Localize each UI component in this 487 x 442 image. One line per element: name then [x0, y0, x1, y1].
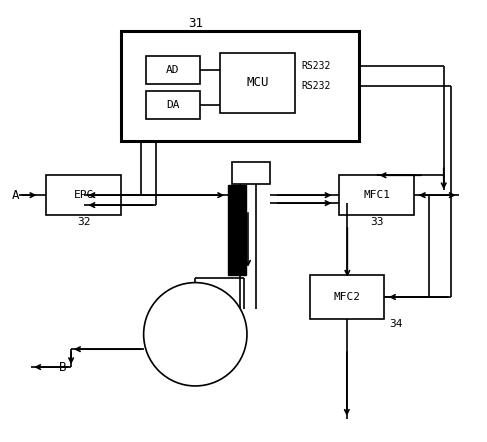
Text: MFC1: MFC1	[363, 190, 390, 200]
Text: 32: 32	[77, 217, 91, 227]
Bar	[146, 91, 200, 118]
Text: 33: 33	[371, 217, 384, 227]
Bar	[146, 56, 200, 84]
Bar	[228, 185, 246, 274]
Bar	[232, 162, 270, 184]
Text: MCU: MCU	[246, 76, 269, 89]
Text: RS232: RS232	[301, 61, 331, 71]
Text: EPC: EPC	[74, 190, 94, 200]
Text: AD: AD	[166, 65, 180, 75]
Bar	[220, 53, 295, 113]
Text: MFC2: MFC2	[333, 292, 360, 302]
Text: DA: DA	[166, 100, 180, 110]
Bar	[339, 175, 414, 215]
Bar	[310, 274, 384, 320]
Text: 31: 31	[188, 17, 203, 30]
Text: 34: 34	[389, 320, 403, 329]
Bar	[46, 175, 121, 215]
Text: RS232: RS232	[301, 81, 331, 91]
Text: B: B	[59, 361, 67, 373]
Text: A: A	[12, 189, 19, 202]
Bar	[121, 31, 359, 141]
